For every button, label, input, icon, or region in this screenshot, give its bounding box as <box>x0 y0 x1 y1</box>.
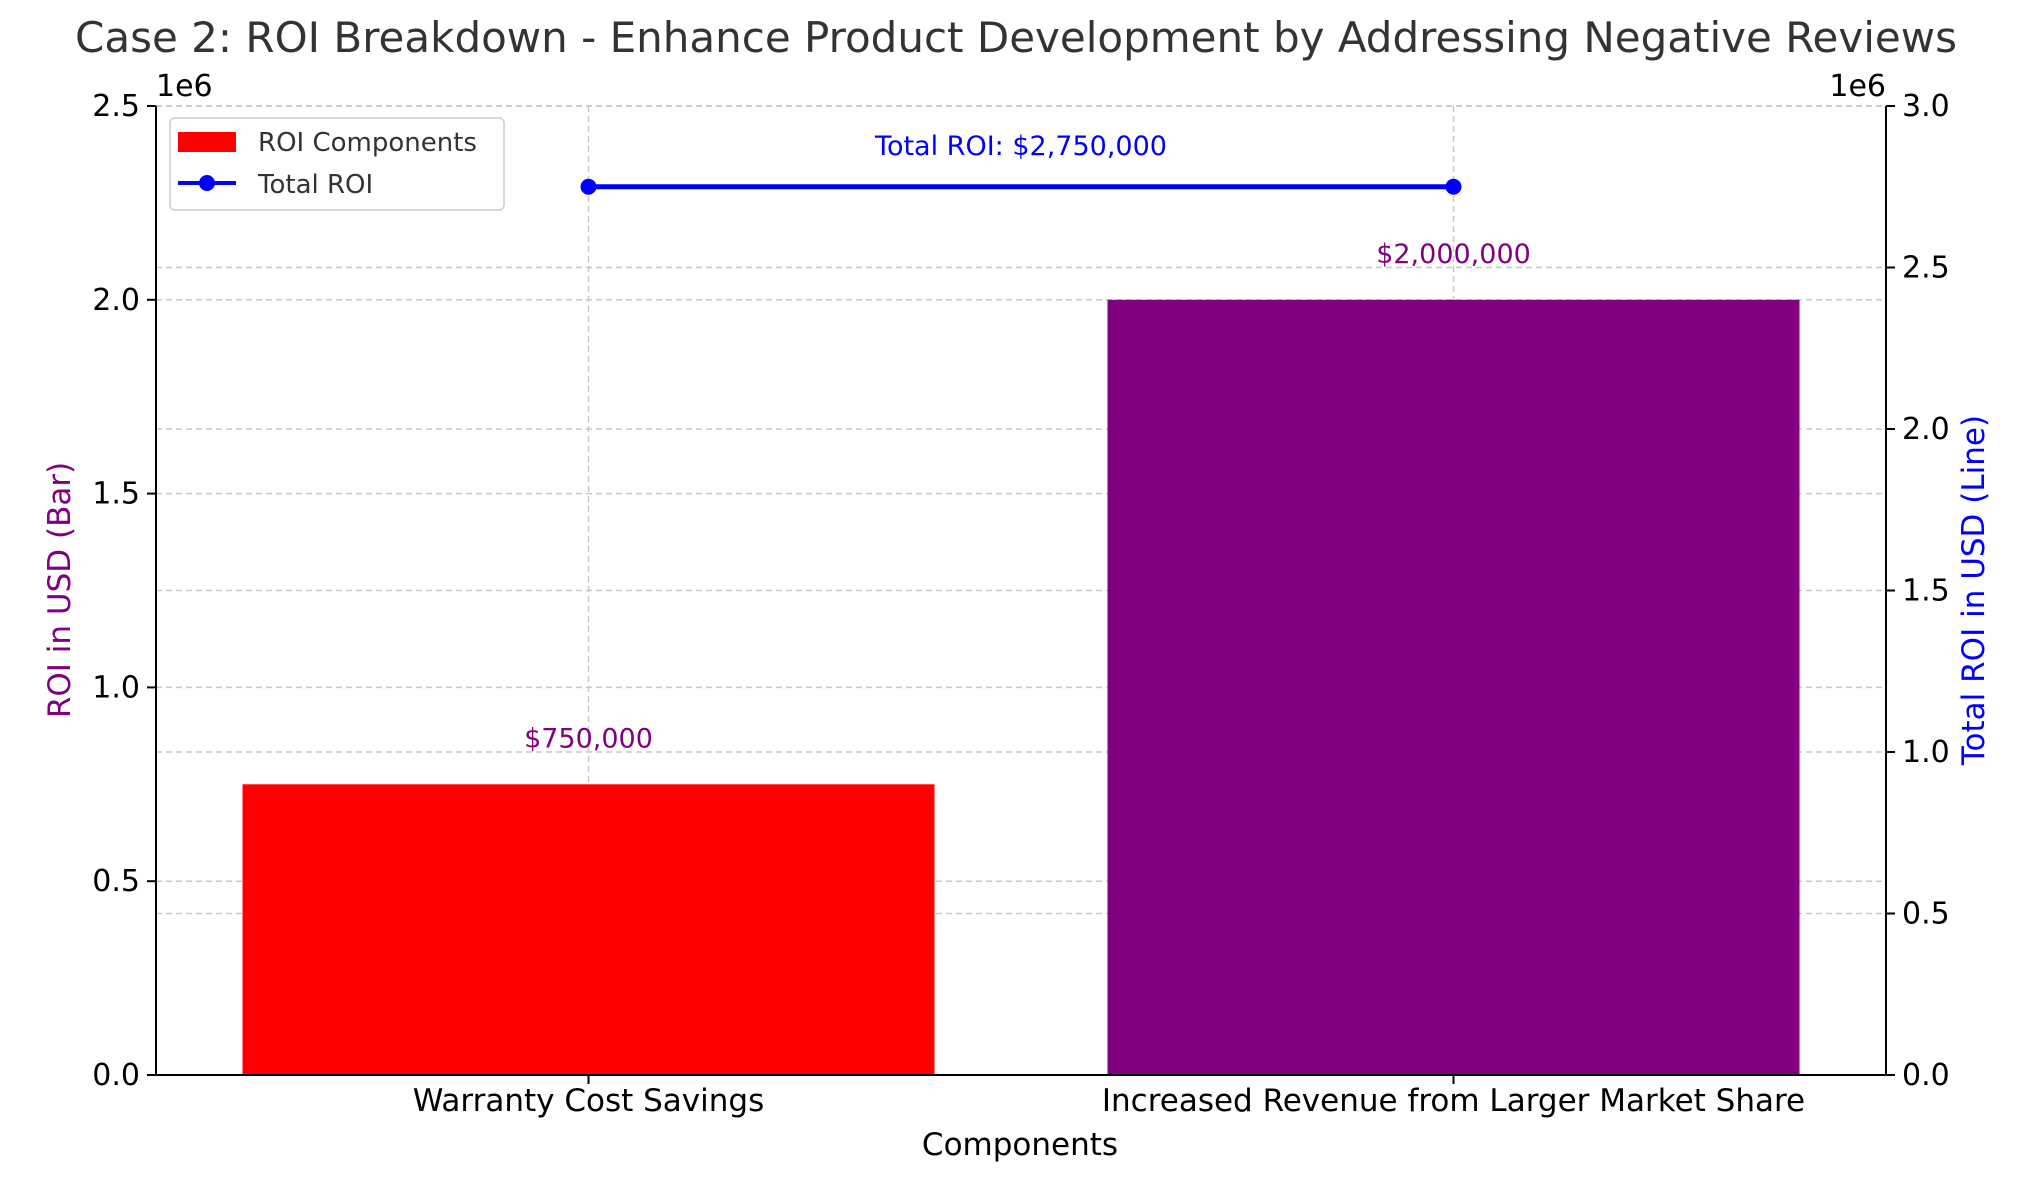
legend-box <box>169 117 505 211</box>
right-tick-label: 0.0 <box>1902 1058 1950 1093</box>
bar-data-label: $750,000 <box>524 723 653 754</box>
legend-label-roi-components: ROI Components <box>258 128 477 158</box>
chart-title: Case 2: ROI Breakdown - Enhance Product … <box>75 13 1957 62</box>
right-axis-offset-label: 1e6 <box>1829 69 1886 104</box>
right-tick-label: 1.5 <box>1902 574 1950 609</box>
bar <box>242 784 935 1075</box>
total-roi-line-series: Total ROI: $2,750,000 <box>580 131 1462 195</box>
legend: ROI Components Total ROI <box>169 117 505 211</box>
left-tick-label: 0.5 <box>92 864 140 899</box>
legend-label-total-roi: Total ROI <box>257 170 373 200</box>
left-tick-label: 1.0 <box>92 670 140 705</box>
left-tick-label: 2.0 <box>92 283 140 318</box>
left-axis-offset-label: 1e6 <box>156 69 213 104</box>
total-roi-annotation: Total ROI: $2,750,000 <box>874 131 1167 162</box>
right-tick-label: 0.5 <box>1902 897 1950 932</box>
left-tick-label: 0.0 <box>92 1058 140 1093</box>
y2-axis-label: Total ROI in USD (Line) <box>1956 415 1992 766</box>
bar-series <box>242 299 1800 1075</box>
x-ticks: Warranty Cost Savings Increased Revenue f… <box>413 1075 1805 1119</box>
right-tick-label: 1.0 <box>1902 735 1950 770</box>
bar-data-labels: $750,000 $2,000,000 <box>524 239 1531 755</box>
legend-bar-swatch <box>178 132 236 152</box>
total-roi-marker <box>1445 178 1462 195</box>
bar <box>1107 299 1800 1075</box>
left-tick-label: 1.5 <box>92 477 140 512</box>
right-tick-label: 2.5 <box>1902 251 1950 286</box>
bar-data-label: $2,000,000 <box>1376 239 1531 270</box>
x-tick-label: Warranty Cost Savings <box>413 1083 765 1119</box>
x-tick-label: Increased Revenue from Larger Market Sha… <box>1102 1083 1805 1119</box>
left-tick-label: 2.5 <box>92 89 140 124</box>
right-tick-label: 3.0 <box>1902 89 1950 124</box>
legend-line-marker <box>199 175 215 191</box>
right-tick-label: 2.0 <box>1902 412 1950 447</box>
total-roi-marker <box>580 178 597 195</box>
left-y-ticks: 0.0 0.5 1.0 1.5 2.0 2.5 <box>92 89 156 1093</box>
right-y-ticks: 0.0 0.5 1.0 1.5 2.0 2.5 3.0 <box>1886 89 1950 1093</box>
x-axis-label: Components <box>922 1127 1118 1163</box>
y-axis-label: ROI in USD (Bar) <box>42 462 78 718</box>
